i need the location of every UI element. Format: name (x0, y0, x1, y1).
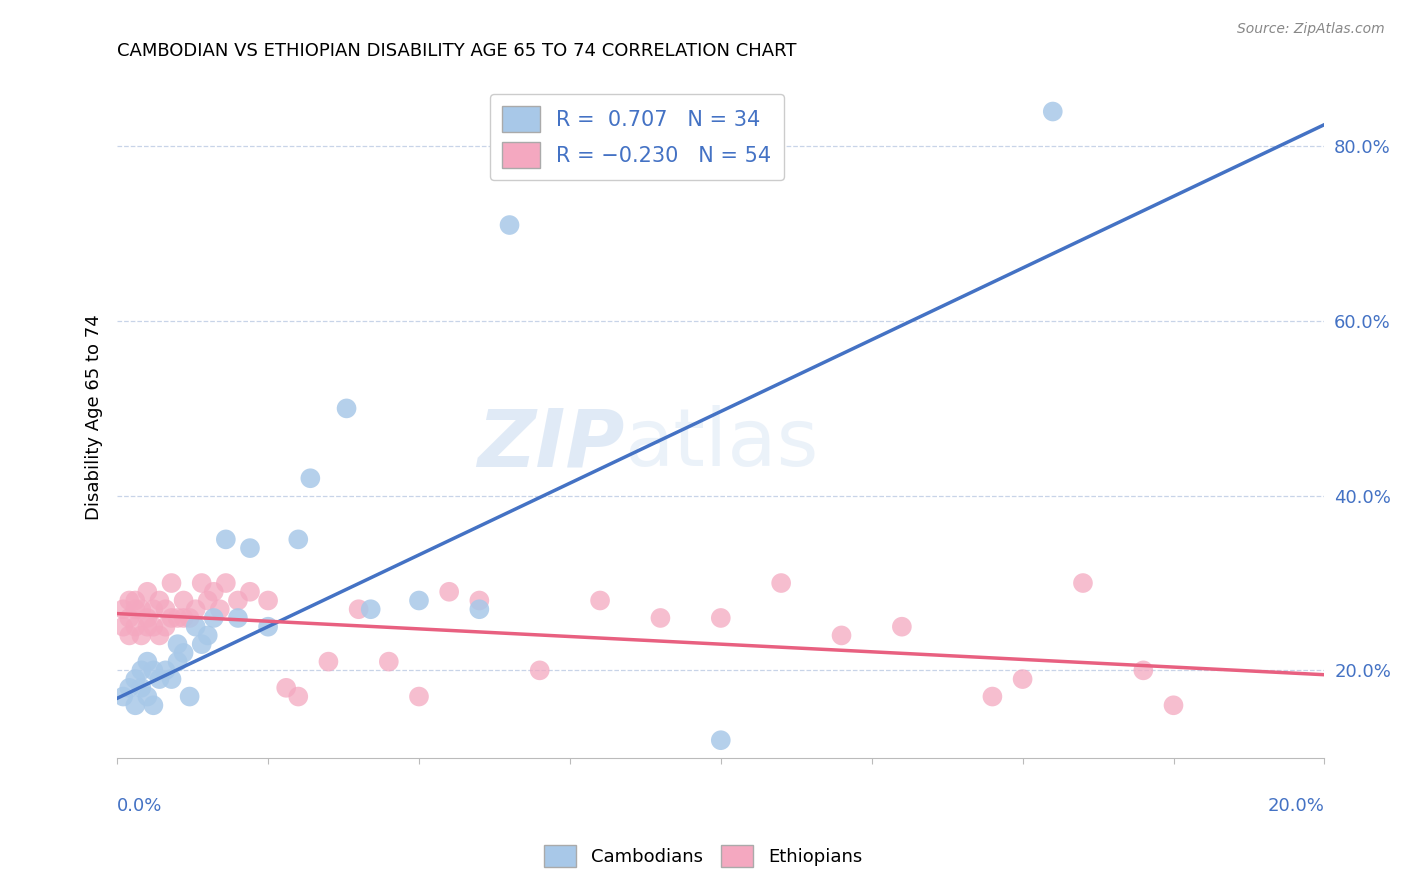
Point (1011, 672, 1033, 686)
Point (112, 690, 135, 704)
Point (468, 602, 491, 616)
Point (142, 664, 165, 678)
Point (468, 593, 491, 607)
Point (173, 646, 195, 660)
Point (1042, 104, 1064, 119)
Point (166, 655, 188, 669)
Point (190, 637, 212, 651)
Point (299, 471, 322, 485)
Point (408, 690, 430, 704)
Point (1132, 664, 1154, 678)
Point (124, 698, 146, 713)
Point (347, 602, 370, 616)
Point (112, 602, 135, 616)
Text: Source: ZipAtlas.com: Source: ZipAtlas.com (1237, 22, 1385, 37)
Point (136, 584, 159, 599)
Point (437, 584, 460, 599)
Point (190, 576, 212, 591)
Point (1071, 576, 1094, 591)
Point (378, 655, 401, 669)
Point (155, 664, 177, 678)
Point (529, 664, 551, 678)
Point (148, 672, 170, 686)
Legend: Cambodians, Ethiopians: Cambodians, Ethiopians (537, 838, 869, 874)
Point (202, 611, 225, 625)
Text: 0.0%: 0.0% (117, 797, 163, 814)
Text: CAMBODIAN VS ETHIOPIAN DISABILITY AGE 65 TO 74 CORRELATION CHART: CAMBODIAN VS ETHIOPIAN DISABILITY AGE 65… (117, 42, 797, 60)
Point (360, 602, 382, 616)
Point (710, 611, 733, 625)
Point (118, 611, 141, 625)
Point (184, 602, 207, 616)
Point (197, 628, 219, 642)
Point (335, 401, 357, 416)
Point (166, 637, 188, 651)
Point (173, 611, 195, 625)
Y-axis label: Disability Age 65 to 74: Disability Age 65 to 74 (86, 314, 103, 520)
Point (131, 628, 153, 642)
Point (131, 664, 153, 678)
Text: 20.0%: 20.0% (1268, 797, 1324, 814)
Point (142, 698, 165, 713)
Point (124, 602, 146, 616)
Point (239, 584, 262, 599)
Point (155, 620, 177, 634)
Point (710, 733, 733, 747)
Point (124, 593, 146, 607)
Text: ZIP: ZIP (477, 405, 624, 483)
Point (208, 602, 231, 616)
Point (184, 620, 207, 634)
Point (179, 690, 201, 704)
Point (179, 611, 201, 625)
Point (148, 593, 170, 607)
Point (215, 533, 238, 547)
Point (831, 628, 853, 642)
Point (202, 584, 225, 599)
Point (112, 620, 135, 634)
Point (124, 620, 146, 634)
Point (981, 690, 1004, 704)
Point (287, 533, 309, 547)
Point (197, 593, 219, 607)
Point (136, 620, 159, 634)
Point (160, 672, 183, 686)
Point (890, 620, 912, 634)
Point (498, 218, 520, 232)
Point (173, 593, 195, 607)
Point (408, 593, 430, 607)
Text: atlas: atlas (624, 405, 818, 483)
Point (257, 593, 280, 607)
Point (257, 620, 280, 634)
Point (276, 681, 298, 695)
Point (118, 628, 141, 642)
Point (160, 576, 183, 591)
Point (589, 593, 612, 607)
Point (136, 690, 159, 704)
Point (118, 681, 141, 695)
Point (166, 611, 188, 625)
Point (131, 602, 153, 616)
Point (148, 628, 170, 642)
Point (155, 602, 177, 616)
Point (131, 681, 153, 695)
Point (160, 611, 183, 625)
Point (318, 655, 340, 669)
Point (124, 672, 146, 686)
Point (650, 611, 672, 625)
Point (239, 541, 262, 555)
Point (136, 655, 159, 669)
Point (226, 611, 249, 625)
Point (226, 593, 249, 607)
Point (1163, 698, 1185, 713)
Point (142, 620, 165, 634)
Point (136, 611, 159, 625)
Legend: R =  0.707   N = 34, R = −0.230   N = 54: R = 0.707 N = 34, R = −0.230 N = 54 (489, 94, 785, 180)
Point (118, 593, 141, 607)
Point (215, 576, 238, 591)
Point (770, 576, 793, 591)
Point (142, 602, 165, 616)
Point (287, 690, 309, 704)
